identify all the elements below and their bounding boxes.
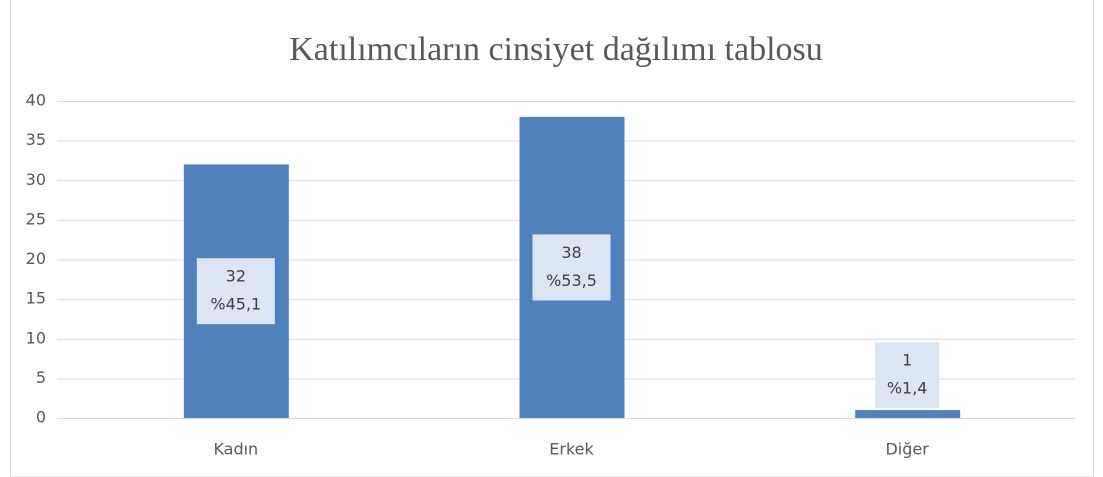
data-label-box	[532, 234, 611, 301]
y-tick-label: 25	[26, 209, 46, 228]
data-label-percent: %1,4	[887, 379, 928, 398]
data-label-percent: %45,1	[210, 295, 261, 314]
y-tick-label: 20	[26, 249, 46, 268]
y-tick-label: 0	[36, 408, 46, 427]
chart-title: Katılımcıların cinsiyet dağılımı tablosu	[289, 31, 823, 68]
data-label: 1	[902, 351, 912, 370]
data-label-box	[875, 342, 940, 409]
y-tick-label: 30	[26, 170, 46, 189]
data-label: 32	[226, 267, 246, 286]
data-label: 38	[561, 243, 581, 262]
x-tick-label: Erkek	[549, 440, 594, 459]
y-tick-label: 15	[26, 289, 46, 308]
y-tick-label: 5	[36, 368, 46, 387]
y-tick-label: 10	[26, 328, 46, 347]
y-tick-label: 35	[26, 130, 46, 149]
y-tick-label: 40	[26, 91, 46, 110]
data-label-percent: %53,5	[546, 271, 597, 290]
x-tick-label: Diğer	[885, 440, 929, 459]
x-tick-label: Kadın	[213, 440, 258, 459]
bar	[855, 410, 961, 418]
data-label-box	[196, 258, 275, 325]
